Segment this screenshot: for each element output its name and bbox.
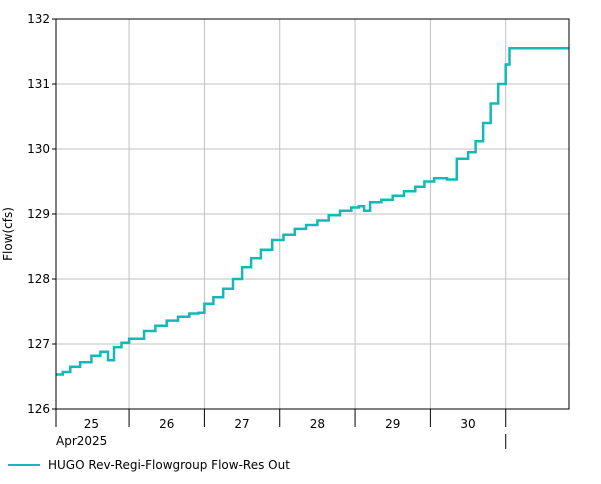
grid-layer xyxy=(56,18,569,410)
x-tick-label: 25 xyxy=(84,417,99,431)
legend: HUGO Rev-Regi-Flowgroup Flow-Res Out xyxy=(8,456,290,474)
month-label: Apr2025 xyxy=(56,434,107,448)
x-tick-label: 28 xyxy=(310,417,325,431)
frame-layer xyxy=(55,18,570,427)
legend-swatch xyxy=(8,464,40,466)
y-tick-label: 126 xyxy=(27,402,50,416)
legend-label: HUGO Rev-Regi-Flowgroup Flow-Res Out xyxy=(48,458,290,472)
y-tick-label: 129 xyxy=(27,207,50,221)
y-axis-label: Flow(cfs) xyxy=(1,207,15,261)
y-tick-label: 131 xyxy=(27,77,50,91)
y-tick-label: 127 xyxy=(27,337,50,351)
series-line xyxy=(56,46,569,376)
x-tick-label: 26 xyxy=(159,417,174,431)
y-tick-label: 128 xyxy=(27,272,50,286)
x-tick-label: 30 xyxy=(460,417,475,431)
axis-layer: 126 127 128 129 130 131 132 25 26 27 28 29 30 xyxy=(27,12,507,449)
x-tick-label: 27 xyxy=(234,417,249,431)
series-layer xyxy=(56,46,569,376)
y-tick-label: 132 xyxy=(27,12,50,26)
x-tick-label: 29 xyxy=(385,417,400,431)
y-tick-label: 130 xyxy=(27,142,50,156)
